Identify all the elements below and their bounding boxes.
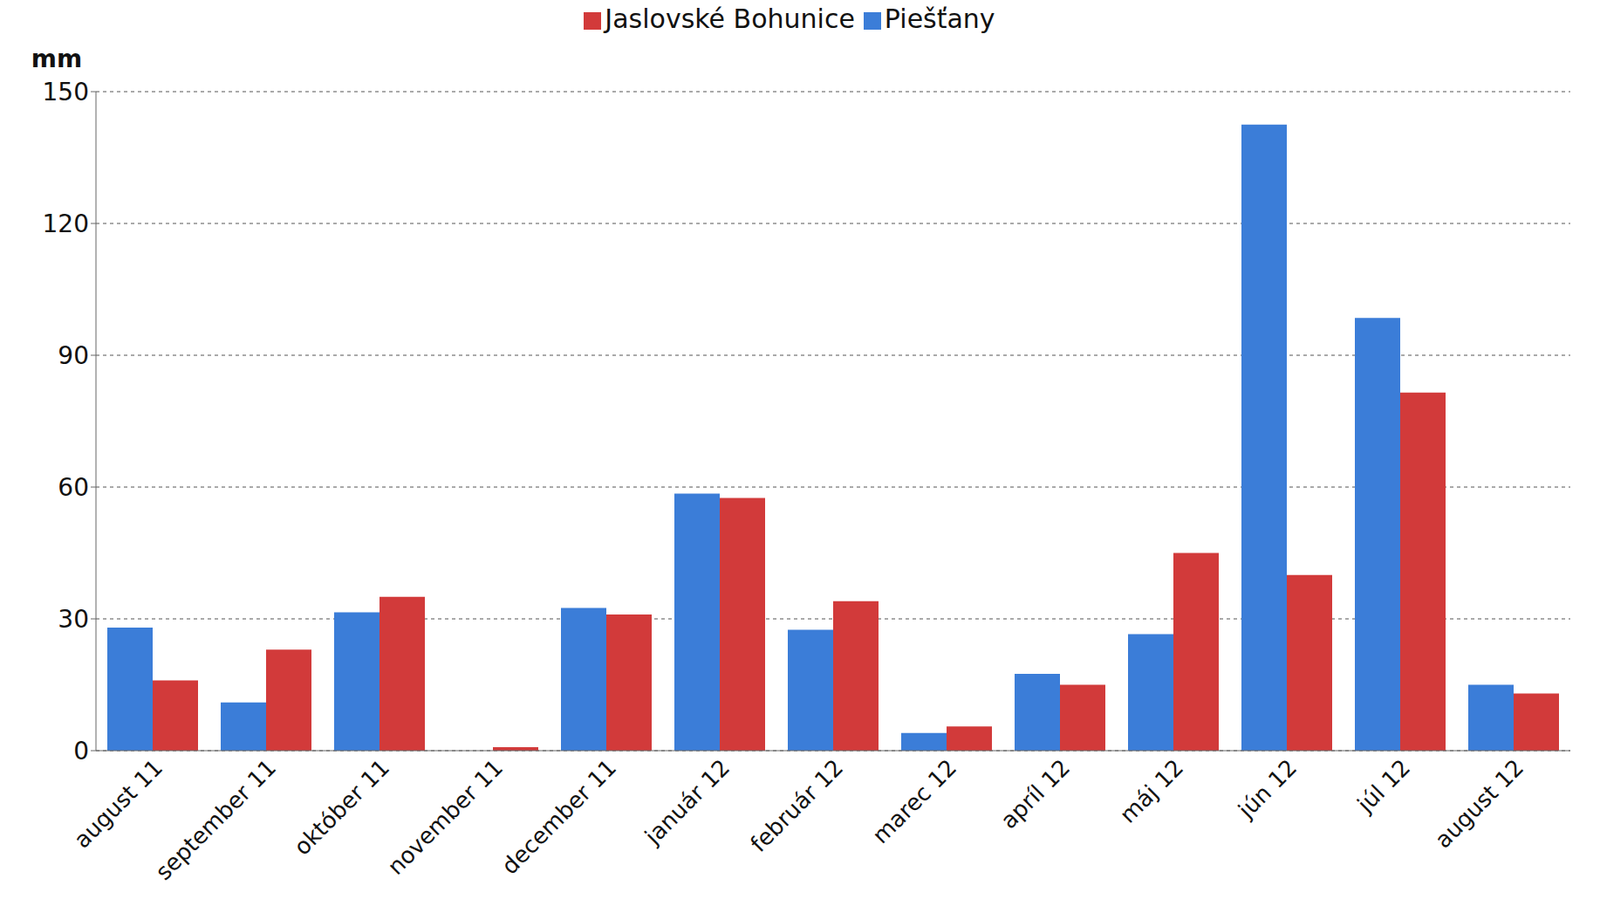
svg-text:december 11: december 11 — [496, 753, 622, 879]
html-text:Piešťany: Piešťany — [884, 3, 996, 35]
svg-text:60: 60 — [57, 472, 89, 502]
svg-text:apríl 12: apríl 12 — [995, 753, 1075, 834]
svg-text:október 11: október 11 — [288, 753, 395, 860]
svg-text:jún 12: jún 12 — [1232, 753, 1303, 824]
svg-text:september 11: september 11 — [150, 753, 281, 885]
svg-text:mm: mm — [31, 44, 83, 74]
svg-text:november 11: november 11 — [382, 753, 508, 880]
svg-text:120: 120 — [42, 209, 89, 239]
svg-text:30: 30 — [57, 604, 89, 634]
svg-text:júl 12: júl 12 — [1351, 753, 1416, 818]
svg-text:marec 12: marec 12 — [867, 753, 962, 848]
svg-text:august 11: august 11 — [68, 753, 168, 853]
svg-text:február 12: február 12 — [745, 753, 848, 857]
svg-text:90: 90 — [57, 341, 89, 370]
svg-text:január 12: január 12 — [639, 753, 736, 850]
svg-text:máj 12: máj 12 — [1114, 753, 1190, 828]
html-text:Jaslovské Bohunice: Jaslovské Bohunice — [604, 3, 855, 35]
svg-text:august 12: august 12 — [1429, 753, 1529, 853]
svg-text:150: 150 — [42, 77, 89, 107]
svg-text:0: 0 — [73, 736, 89, 766]
